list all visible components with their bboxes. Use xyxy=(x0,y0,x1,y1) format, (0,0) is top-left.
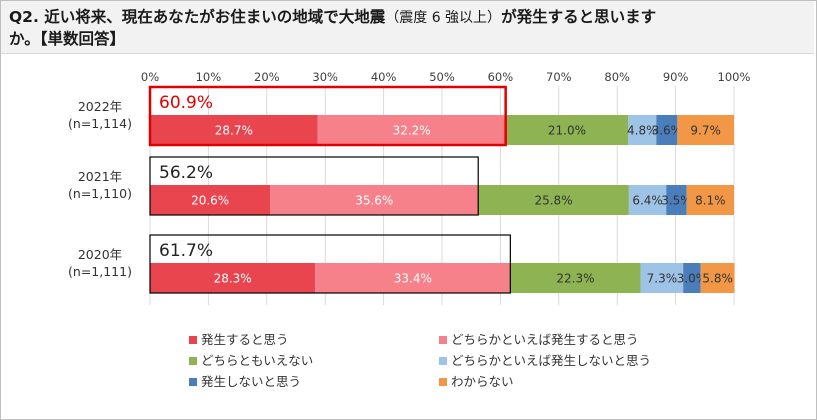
total-label: 61.7% xyxy=(159,241,213,261)
bar-segment xyxy=(628,185,667,215)
x-tick-label: 30% xyxy=(312,70,338,84)
data-label: 3.5% xyxy=(661,194,692,208)
x-tick-label: 10% xyxy=(196,70,222,84)
question-title-main: Q2. 近い将来、現在あなたがお住まいの地域で大地震 xyxy=(9,8,386,26)
data-label: 33.4% xyxy=(394,272,432,286)
legend-swatch xyxy=(189,336,197,344)
x-tick-label: 0% xyxy=(141,70,159,84)
x-tick-label: 20% xyxy=(254,70,280,84)
bar-segment xyxy=(666,185,687,215)
question-title-note: （震度 6 強以上） xyxy=(385,10,502,26)
legend-label: どちらかといえば発生しないと思う xyxy=(451,353,651,368)
data-label: 4.8% xyxy=(627,124,658,138)
legend-label: 発生すると思う xyxy=(201,332,289,347)
bar-segment xyxy=(317,115,506,145)
category-label-n: (n=1,111) xyxy=(68,264,132,279)
category-label-year: 2020年 xyxy=(78,247,122,262)
legend-swatch xyxy=(439,378,447,386)
question-title: Q2. 近い将来、現在あなたがお住まいの地域で大地震（震度 6 強以上）が発生す… xyxy=(9,7,809,50)
data-label: 5.8% xyxy=(702,272,733,286)
data-label: 22.3% xyxy=(556,272,594,286)
total-box xyxy=(148,85,507,147)
legend-label: どちらともいえない xyxy=(201,353,313,368)
bar-segment xyxy=(150,115,318,145)
x-tick-label: 50% xyxy=(429,70,455,84)
x-tick-label: 60% xyxy=(488,70,514,84)
bar-segment xyxy=(677,115,734,145)
x-tick-label: 70% xyxy=(546,70,572,84)
bar-segment xyxy=(505,115,629,145)
data-label: 21.0% xyxy=(548,124,586,138)
data-label: 28.7% xyxy=(215,124,253,138)
bar-segment xyxy=(150,185,271,215)
data-label: 32.2% xyxy=(393,124,431,138)
bar-segment xyxy=(315,263,511,293)
legend-swatch xyxy=(189,357,197,365)
data-label: 25.8% xyxy=(534,194,572,208)
legend-label: 発生しないと思う xyxy=(201,374,301,389)
bar-segment xyxy=(640,263,684,293)
legend-swatch xyxy=(189,378,197,386)
legend-label: わからない xyxy=(451,374,514,389)
bar-segment xyxy=(683,263,701,293)
data-label: 20.6% xyxy=(191,194,229,208)
legend-swatch xyxy=(439,336,447,344)
data-label: 8.1% xyxy=(695,194,726,208)
bar-segment xyxy=(700,263,735,293)
category-label-year: 2022年 xyxy=(78,99,122,114)
bar-segment xyxy=(686,185,734,215)
legend-label: どちらかといえば発生すると思う xyxy=(451,332,639,347)
bar-segment xyxy=(478,185,629,215)
x-tick-label: 40% xyxy=(371,70,397,84)
data-label: 3.0% xyxy=(677,272,708,286)
question-header: Q2. 近い将来、現在あなたがお住まいの地域で大地震（震度 6 強以上）が発生す… xyxy=(1,1,814,54)
total-label: 60.9% xyxy=(159,93,213,113)
data-label: 28.3% xyxy=(214,272,252,286)
data-label: 6.4% xyxy=(632,194,663,208)
question-title-line2: か。【単数回答】 xyxy=(9,30,125,48)
category-label-n: (n=1,110) xyxy=(68,186,132,201)
bar-segment xyxy=(656,115,678,145)
category-label-n: (n=1,114) xyxy=(68,116,132,131)
legend-swatch xyxy=(439,357,447,365)
category-label-year: 2021年 xyxy=(78,169,122,184)
x-tick-label: 100% xyxy=(718,70,751,84)
bar-segment xyxy=(628,115,657,145)
data-label: 7.3% xyxy=(647,272,678,286)
total-label: 56.2% xyxy=(159,163,213,183)
bar-segment xyxy=(150,263,316,293)
bar-segment xyxy=(270,185,479,215)
data-label: 3.6% xyxy=(652,124,683,138)
question-title-end: が発生すると思います xyxy=(501,8,657,26)
x-tick-label: 80% xyxy=(604,70,630,84)
data-label: 35.6% xyxy=(355,194,393,208)
bar-segment xyxy=(510,263,641,293)
total-box xyxy=(149,234,511,294)
data-label: 9.7% xyxy=(690,124,721,138)
x-tick-label: 90% xyxy=(663,70,689,84)
total-box xyxy=(149,156,479,216)
